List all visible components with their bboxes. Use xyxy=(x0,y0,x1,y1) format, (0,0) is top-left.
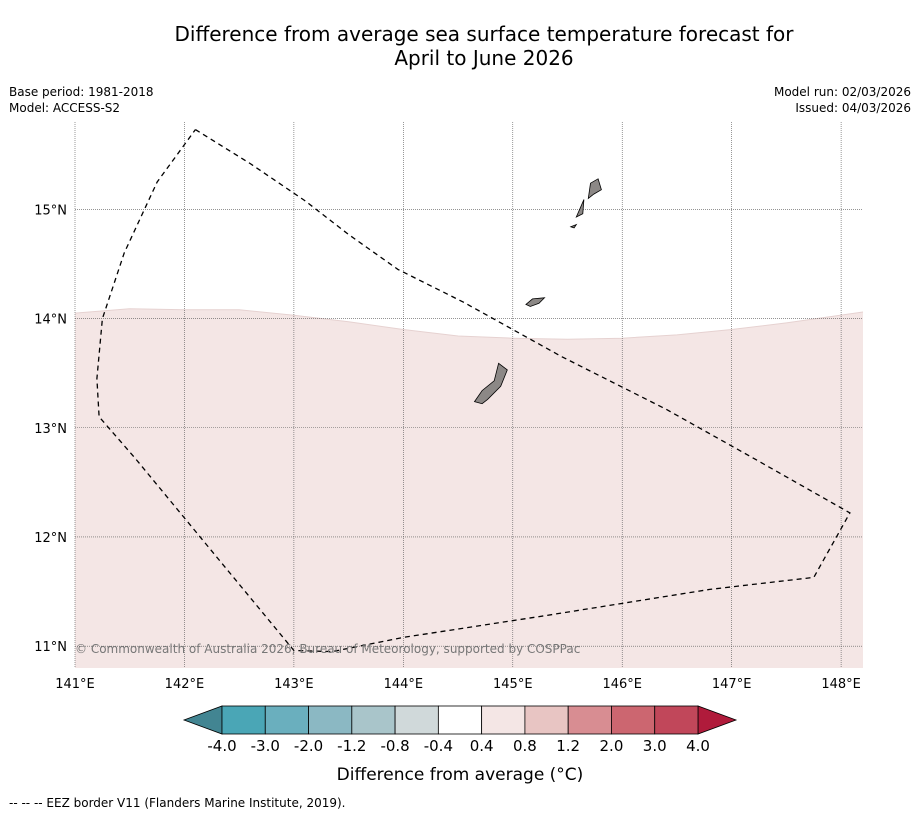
info-left: Base period: 1981-2018 Model: ACCESS-S2 xyxy=(9,84,154,116)
colorbar-swatch xyxy=(567,705,612,735)
colorbar-over-arrow xyxy=(697,705,738,735)
island-tinian xyxy=(575,199,585,218)
lon-tick-label: 142°E xyxy=(165,677,205,692)
model-run: Model run: 02/03/2026 xyxy=(773,85,911,99)
colorbar-swatch xyxy=(524,705,569,735)
chart-title: Difference from average sea surface temp… xyxy=(60,22,908,70)
colorbar: -4.0 -3.0 -2.0 -1.2 -0.8 -0.4 0.4 0.8 1.2 2.0 3.0 4… xyxy=(182,705,738,755)
colorbar-tick-label: 2.0 xyxy=(600,737,624,755)
lon-tick-label: 148°E xyxy=(821,677,861,692)
title-line-1: Difference from average sea surface temp… xyxy=(174,22,794,46)
map-area xyxy=(74,122,864,668)
colorbar-swatch xyxy=(264,705,309,735)
issued-date: Issued: 04/03/2026 xyxy=(795,101,911,115)
model-name: Model: ACCESS-S2 xyxy=(9,101,121,115)
colorbar-swatch xyxy=(654,705,699,735)
colorbar-tick-label: -3.0 xyxy=(251,737,280,755)
copyright-notice: © Commonwealth of Australia 2026, Bureau… xyxy=(75,642,580,656)
colorbar-title: Difference from average (°C) xyxy=(337,765,584,785)
lon-tick-label: 145°E xyxy=(493,677,533,692)
eez-border xyxy=(96,129,851,653)
anomaly-contour xyxy=(74,308,864,340)
colorbar-tick-label: 0.8 xyxy=(513,737,537,755)
colorbar-swatch xyxy=(351,705,396,735)
island-aguijan xyxy=(569,223,578,229)
colorbar-tick-label: 3.0 xyxy=(643,737,667,755)
colorbar-swatch xyxy=(481,705,526,735)
colorbar-tick-label: -1.2 xyxy=(337,737,366,755)
colorbar-under-arrow xyxy=(182,705,223,735)
base-period: Base period: 1981-2018 xyxy=(9,85,154,99)
map-axes: 141°E 142°E 143°E 144°E 145°E 146°E 147°E 148°E… xyxy=(34,203,861,692)
island-saipan xyxy=(587,178,602,200)
eez-footnote: -- -- -- EEZ border V11 (Flanders Marine… xyxy=(9,796,346,810)
colorbar-tick-label: -4.0 xyxy=(207,737,236,755)
island-guam xyxy=(473,362,508,405)
colorbar-tick-label: -2.0 xyxy=(294,737,323,755)
info-right: Model run: 02/03/2026 Issued: 04/03/2026 xyxy=(774,84,911,116)
colorbar-swatch xyxy=(394,705,439,735)
lat-tick-label: 13°N xyxy=(34,422,67,437)
colorbar-tick-label: -0.4 xyxy=(424,737,453,755)
colorbar-swatch xyxy=(308,705,353,735)
lon-tick-label: 141°E xyxy=(55,677,95,692)
lat-tick-label: 11°N xyxy=(34,640,67,655)
lon-tick-label: 147°E xyxy=(712,677,752,692)
colorbar-tick-label: -0.8 xyxy=(380,737,409,755)
lon-tick-label: 146°E xyxy=(602,677,642,692)
colorbar-swatch xyxy=(611,705,656,735)
lon-tick-label: 143°E xyxy=(274,677,314,692)
colorbar-tick-label: 0.4 xyxy=(470,737,494,755)
title-line-2: April to June 2026 xyxy=(394,46,574,70)
colorbar-swatch xyxy=(437,705,483,735)
lat-tick-label: 12°N xyxy=(34,531,67,546)
island-rota xyxy=(525,297,546,307)
colorbar-swatch xyxy=(221,705,266,735)
lon-tick-label: 144°E xyxy=(384,677,424,692)
colorbar-tick-label: 1.2 xyxy=(556,737,580,755)
anomaly-region xyxy=(75,308,863,668)
lat-tick-label: 14°N xyxy=(34,313,67,328)
colorbar-tick-label: 4.0 xyxy=(686,737,710,755)
lat-tick-label: 15°N xyxy=(34,203,67,218)
